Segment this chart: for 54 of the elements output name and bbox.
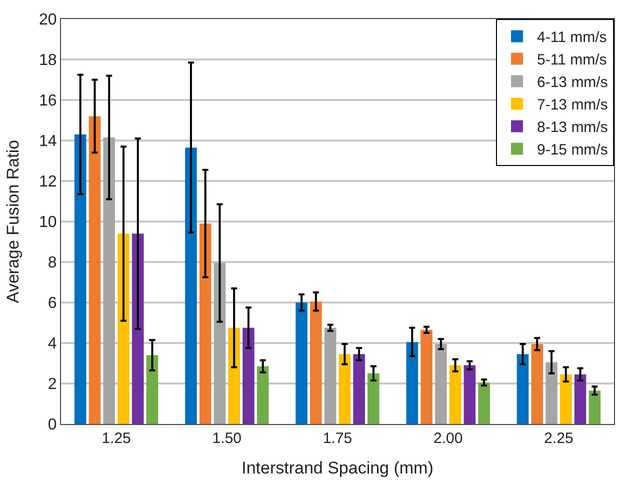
y-tick-label: 14 [39,133,57,150]
y-tick-label: 10 [39,214,57,232]
y-tick-label: 8 [48,254,57,272]
bar [574,374,586,424]
y-tick-label: 2 [48,376,57,394]
y-tick-label: 18 [39,52,57,70]
x-tick-label: 2.00 [434,430,463,447]
bar [256,366,269,424]
bar [338,354,351,424]
bar [560,374,572,424]
bar [420,330,432,424]
bar [435,344,447,424]
y-tick-label: 20 [39,12,57,29]
bar [449,365,462,424]
bar [185,148,197,424]
bar [310,301,322,424]
y-tick-label: 0 [48,416,57,434]
bar [242,328,254,424]
x-tick-label: 1.50 [212,430,242,447]
bar [516,354,529,424]
bar [296,302,308,424]
legend-label: 9-15 mm/s [537,142,608,159]
y-tick-label: 16 [39,92,57,110]
bar [132,234,144,424]
bar [464,365,476,424]
y-tick-label: 6 [48,295,57,312]
bar [588,390,601,424]
bar [118,234,130,424]
legend-label: 4-11 mm/s [537,29,607,46]
bar [531,344,544,424]
bar [478,382,490,424]
bar [324,328,336,424]
bar [88,116,101,424]
x-tick-label: 1.25 [102,430,131,447]
x-tick-label: 1.75 [322,430,352,447]
bar [406,342,418,424]
bar [228,328,240,424]
bar [74,134,86,424]
bar [199,224,212,424]
legend-label: 8-13 mm/s [537,119,608,136]
bar [546,362,558,424]
bar [353,354,365,424]
bar [146,355,158,424]
legend-label: 6-13 mm/s [537,74,608,92]
legend-label: 7-13 mm/s [537,96,608,114]
bar [214,263,226,424]
y-tick-label: 12 [39,174,57,191]
bar [103,137,116,424]
y-axis-title: Average Fusion Ratio [4,140,23,304]
y-tick-label: 4 [48,336,57,353]
x-tick-label: 2.25 [544,430,574,447]
legend-label: 5-11 mm/s [537,52,607,69]
bar [368,373,380,424]
x-axis-title: Interstrand Spacing (mm) [242,458,434,478]
